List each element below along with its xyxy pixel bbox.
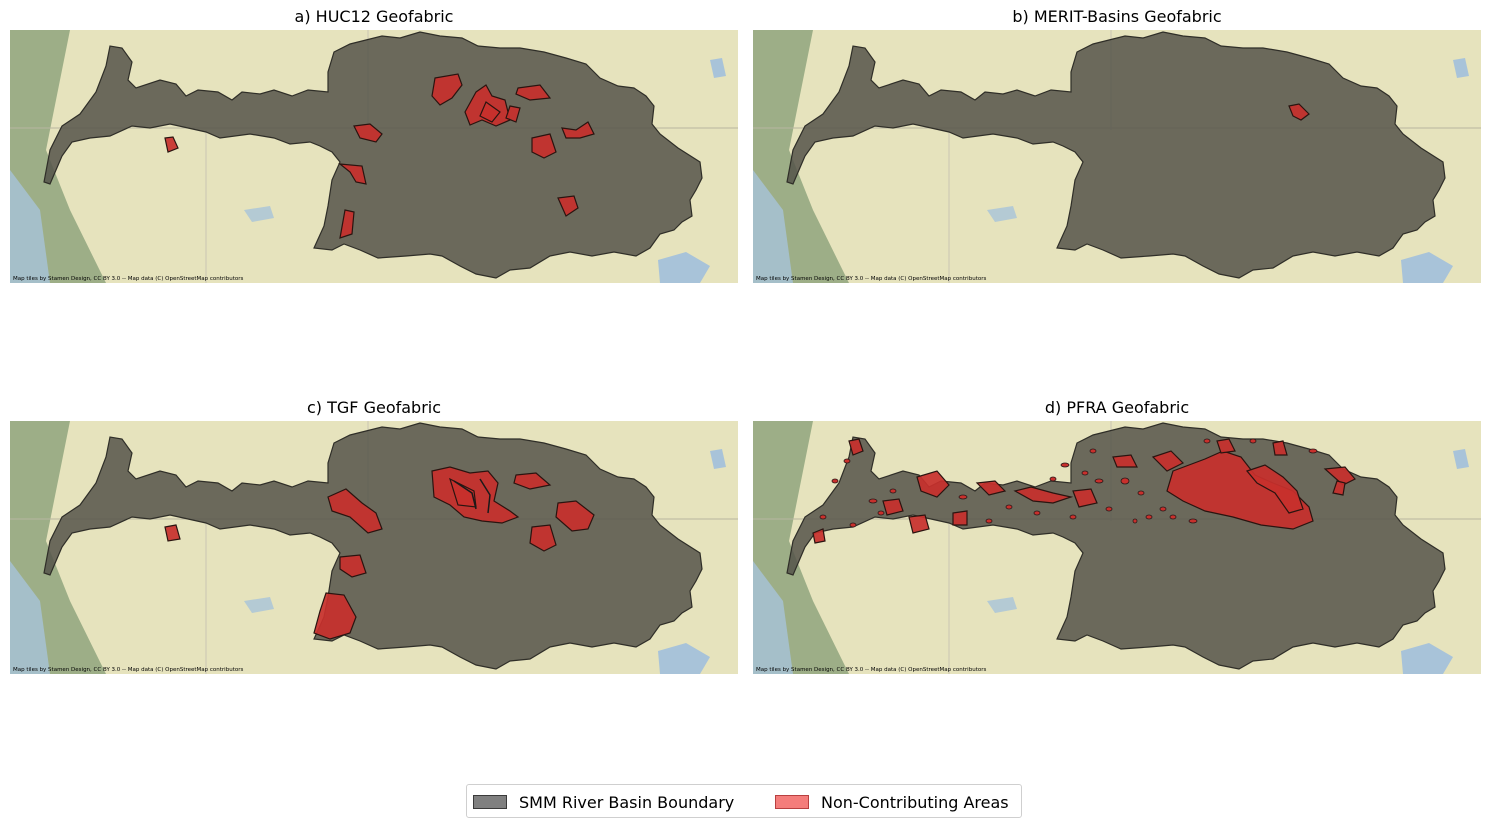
- map-pfra: Map tiles by Stamen Design, CC BY 3.0 --…: [753, 421, 1481, 674]
- legend-swatch-noncontrib: [775, 795, 809, 809]
- legend-label-noncontrib: Non-Contributing Areas: [821, 792, 1009, 812]
- map-huc12: Map tiles by Stamen Design, CC BY 3.0 --…: [10, 30, 738, 283]
- panel-title: d) PFRA Geofabric: [1044, 398, 1190, 417]
- legend-item-noncontrib: Non-Contributing Areas: [775, 792, 1009, 812]
- legend-label-basin: SMM River Basin Boundary: [519, 792, 735, 812]
- map-merit-basins: Map tiles by Stamen Design, CC BY 3.0 --…: [753, 30, 1481, 283]
- map-credit: Map tiles by Stamen Design, CC BY 3.0 --…: [756, 276, 986, 282]
- legend-item-basin: SMM River Basin Boundary: [473, 792, 735, 812]
- panel-title: c) TGF Geofabric: [306, 398, 442, 417]
- legend: SMM River Basin Boundary Non-Contributin…: [466, 784, 1022, 818]
- non-contributing-areas: [812, 438, 1356, 544]
- map-tgf: Map tiles by Stamen Design, CC BY 3.0 --…: [10, 421, 738, 674]
- non-contributing-areas: [164, 73, 595, 239]
- panel-title: a) HUC12 Geofabric: [294, 7, 454, 26]
- map-credit: Map tiles by Stamen Design, CC BY 3.0 --…: [756, 667, 986, 673]
- legend-swatch-basin: [473, 795, 507, 809]
- subcatchment-lines: [453, 478, 491, 514]
- small-non-contributing-patches: [819, 438, 1318, 528]
- map-credit: Map tiles by Stamen Design, CC BY 3.0 --…: [13, 276, 243, 282]
- panel-title: b) MERIT-Basins Geofabric: [1012, 7, 1222, 26]
- map-credit: Map tiles by Stamen Design, CC BY 3.0 --…: [13, 667, 243, 673]
- non-contributing-areas: [1288, 103, 1310, 121]
- non-contributing-areas: [164, 466, 595, 640]
